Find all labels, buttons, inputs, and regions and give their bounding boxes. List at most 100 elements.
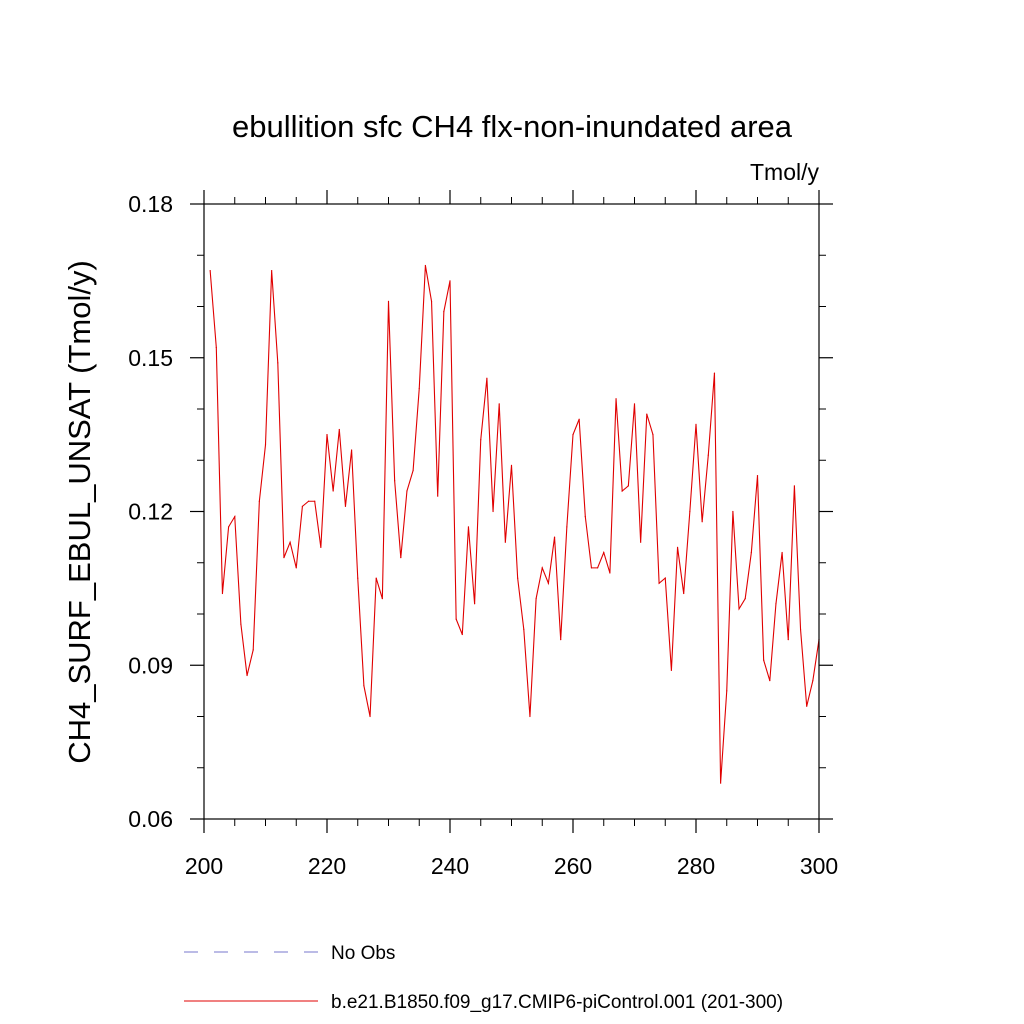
data-point [338,428,340,431]
legend-label-no-obs: No Obs [331,943,395,964]
data-point [363,685,365,687]
data-point [689,510,691,513]
data-point [769,680,771,682]
data-point [455,618,457,620]
data-point [258,500,260,502]
x-tick-label: 260 [554,853,592,879]
data-point [756,475,759,477]
data-point [529,715,531,718]
data-point [400,557,402,559]
data-point [560,639,562,641]
data-point [351,449,353,451]
data-point [572,434,574,436]
data-point [744,598,746,600]
x-tick-label: 300 [800,853,838,879]
chart-title: ebullition sfc CH4 flx-non-inundated are… [232,109,793,144]
data-point [578,418,580,420]
data-point [695,423,697,425]
data-point [430,300,433,302]
data-point [474,603,476,605]
data-point [535,598,537,600]
data-point [234,516,236,518]
data-point [670,669,673,671]
data-point [486,377,488,379]
data-point [412,469,414,472]
data-point [498,403,500,405]
data-point [240,623,242,625]
plot-frame [203,203,820,820]
data-point [541,567,543,569]
series-layer [209,264,820,784]
data-point [750,551,752,554]
data-point [437,495,439,497]
x-tick-label: 280 [677,853,715,879]
data-point [492,510,494,513]
data-point [517,577,519,579]
data-point [787,639,789,641]
data-point [467,526,470,528]
data-point [615,398,617,400]
data-point [627,485,629,487]
data-point [566,526,568,528]
data-point [406,490,408,492]
data-point [264,444,267,446]
data-point [633,403,636,405]
data-point [295,567,297,569]
x-tick-label: 200 [185,853,223,879]
data-point [732,510,734,513]
data-point [424,264,426,267]
data-point [775,603,777,605]
data-point [480,439,482,441]
data-point [781,551,783,554]
data-point [738,608,740,610]
data-point [763,659,765,661]
data-point [720,782,722,784]
data-point [246,674,248,677]
data-point [793,485,796,487]
data-point [646,413,648,415]
data-point [301,505,303,507]
data-point [707,454,709,456]
data-point [375,577,377,579]
data-point [726,690,728,692]
data-point [621,490,623,492]
data-point [326,434,328,436]
data-point [510,464,513,466]
data-point [701,521,703,523]
data-point [584,516,586,518]
data-point [381,598,383,600]
legend-label-model: b.e21.B1850.f09_g17.CMIP6-piControl.001 … [331,992,783,1013]
y-tick-label: 0.06 [128,806,173,832]
data-point [553,536,556,538]
series-line [209,265,820,784]
data-point [609,572,611,574]
data-point [547,582,550,584]
data-point [228,526,230,528]
data-point [314,500,316,502]
data-point [713,372,716,374]
data-point [806,705,808,707]
data-point [332,490,334,492]
data-point [640,541,642,543]
data-point [461,633,463,636]
data-point [799,628,802,630]
data-point [357,577,359,579]
data-point [387,300,390,302]
y-tick-label: 0.12 [128,499,173,525]
data-point [676,546,679,548]
data-point [664,577,666,579]
y-tick-label: 0.15 [128,345,173,371]
data-point [652,434,654,436]
data-point [394,480,396,482]
data-point [271,270,273,272]
y-tick-label: 0.09 [128,652,173,678]
data-point [597,567,599,569]
data-point [683,592,685,595]
data-point [283,557,285,559]
data-point [307,500,310,502]
data-point [523,628,525,630]
data-point [658,582,660,584]
data-point [215,346,217,349]
axis-ticks: 200 220 240 260 280 300 0.06 0.09 0.12 0.15 0.18 [128,190,838,879]
